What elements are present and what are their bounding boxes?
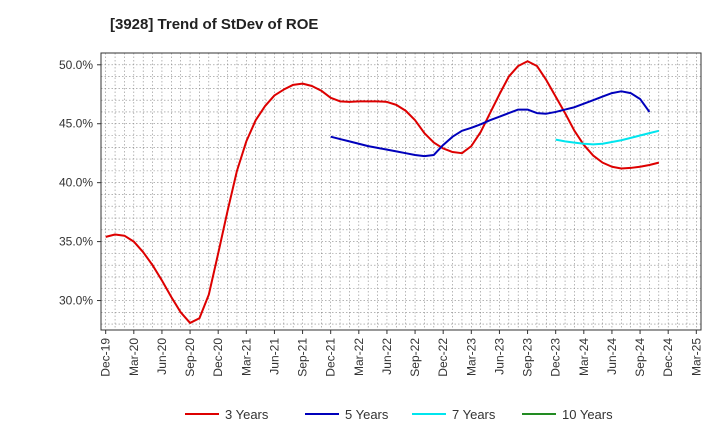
- grid-layer: [101, 52, 701, 330]
- x-tick-label: Jun-24: [605, 338, 619, 375]
- x-tick-label: Jun-22: [380, 338, 394, 375]
- x-tick-label: Sep-20: [183, 338, 197, 377]
- legend-label: 5 Years: [345, 407, 389, 422]
- series-layer: [105, 60, 660, 324]
- legend: 3 Years 5 Years 7 Years 10 Years: [185, 407, 613, 422]
- x-tick-label: Jun-20: [155, 338, 169, 375]
- x-tick-label: Dec-20: [211, 338, 225, 377]
- x-tick-label: Sep-23: [521, 338, 535, 377]
- x-tick-label: Jun-21: [267, 338, 281, 375]
- x-tick-label: Jun-23: [492, 338, 506, 375]
- chart-title: [3928] Trend of StDev of ROE: [110, 16, 319, 33]
- x-axis-ticks: Dec-19 Mar-20 Jun-20 Sep-20 Dec-20 Mar-21 Jun-…: [99, 330, 703, 377]
- y-axis-ticks: 30.0% 35.0% 40.0% 45.0% 50.0%: [59, 58, 101, 308]
- x-tick-label: Sep-21: [296, 338, 310, 377]
- y-tick-label: 35.0%: [59, 235, 93, 249]
- series-line-3-years: [105, 60, 660, 324]
- plot-frame: [100, 52, 702, 331]
- x-tick-label: Dec-22: [436, 338, 450, 377]
- y-tick-label: 30.0%: [59, 294, 93, 308]
- x-tick-label: Mar-24: [577, 338, 591, 376]
- x-tick-label: Sep-24: [633, 338, 647, 377]
- x-tick-label: Dec-19: [99, 338, 113, 377]
- x-tick-label: Dec-21: [324, 338, 338, 377]
- y-tick-label: 40.0%: [59, 176, 93, 190]
- x-tick-label: Mar-23: [464, 338, 478, 376]
- y-tick-label: 45.0%: [59, 117, 93, 131]
- legend-label: 10 Years: [562, 407, 613, 422]
- x-tick-label: Dec-24: [661, 338, 675, 377]
- series-line-5-years: [330, 90, 651, 158]
- x-tick-label: Dec-23: [549, 338, 563, 377]
- x-tick-label: Mar-21: [239, 338, 253, 376]
- series-line-7-years: [555, 129, 660, 146]
- x-tick-label: Mar-22: [352, 338, 366, 376]
- legend-label: 7 Years: [452, 407, 496, 422]
- y-tick-label: 50.0%: [59, 58, 93, 72]
- x-tick-label: Mar-25: [689, 338, 703, 376]
- x-tick-label: Mar-20: [127, 338, 141, 376]
- legend-label: 3 Years: [225, 407, 269, 422]
- x-tick-label: Sep-22: [408, 338, 422, 377]
